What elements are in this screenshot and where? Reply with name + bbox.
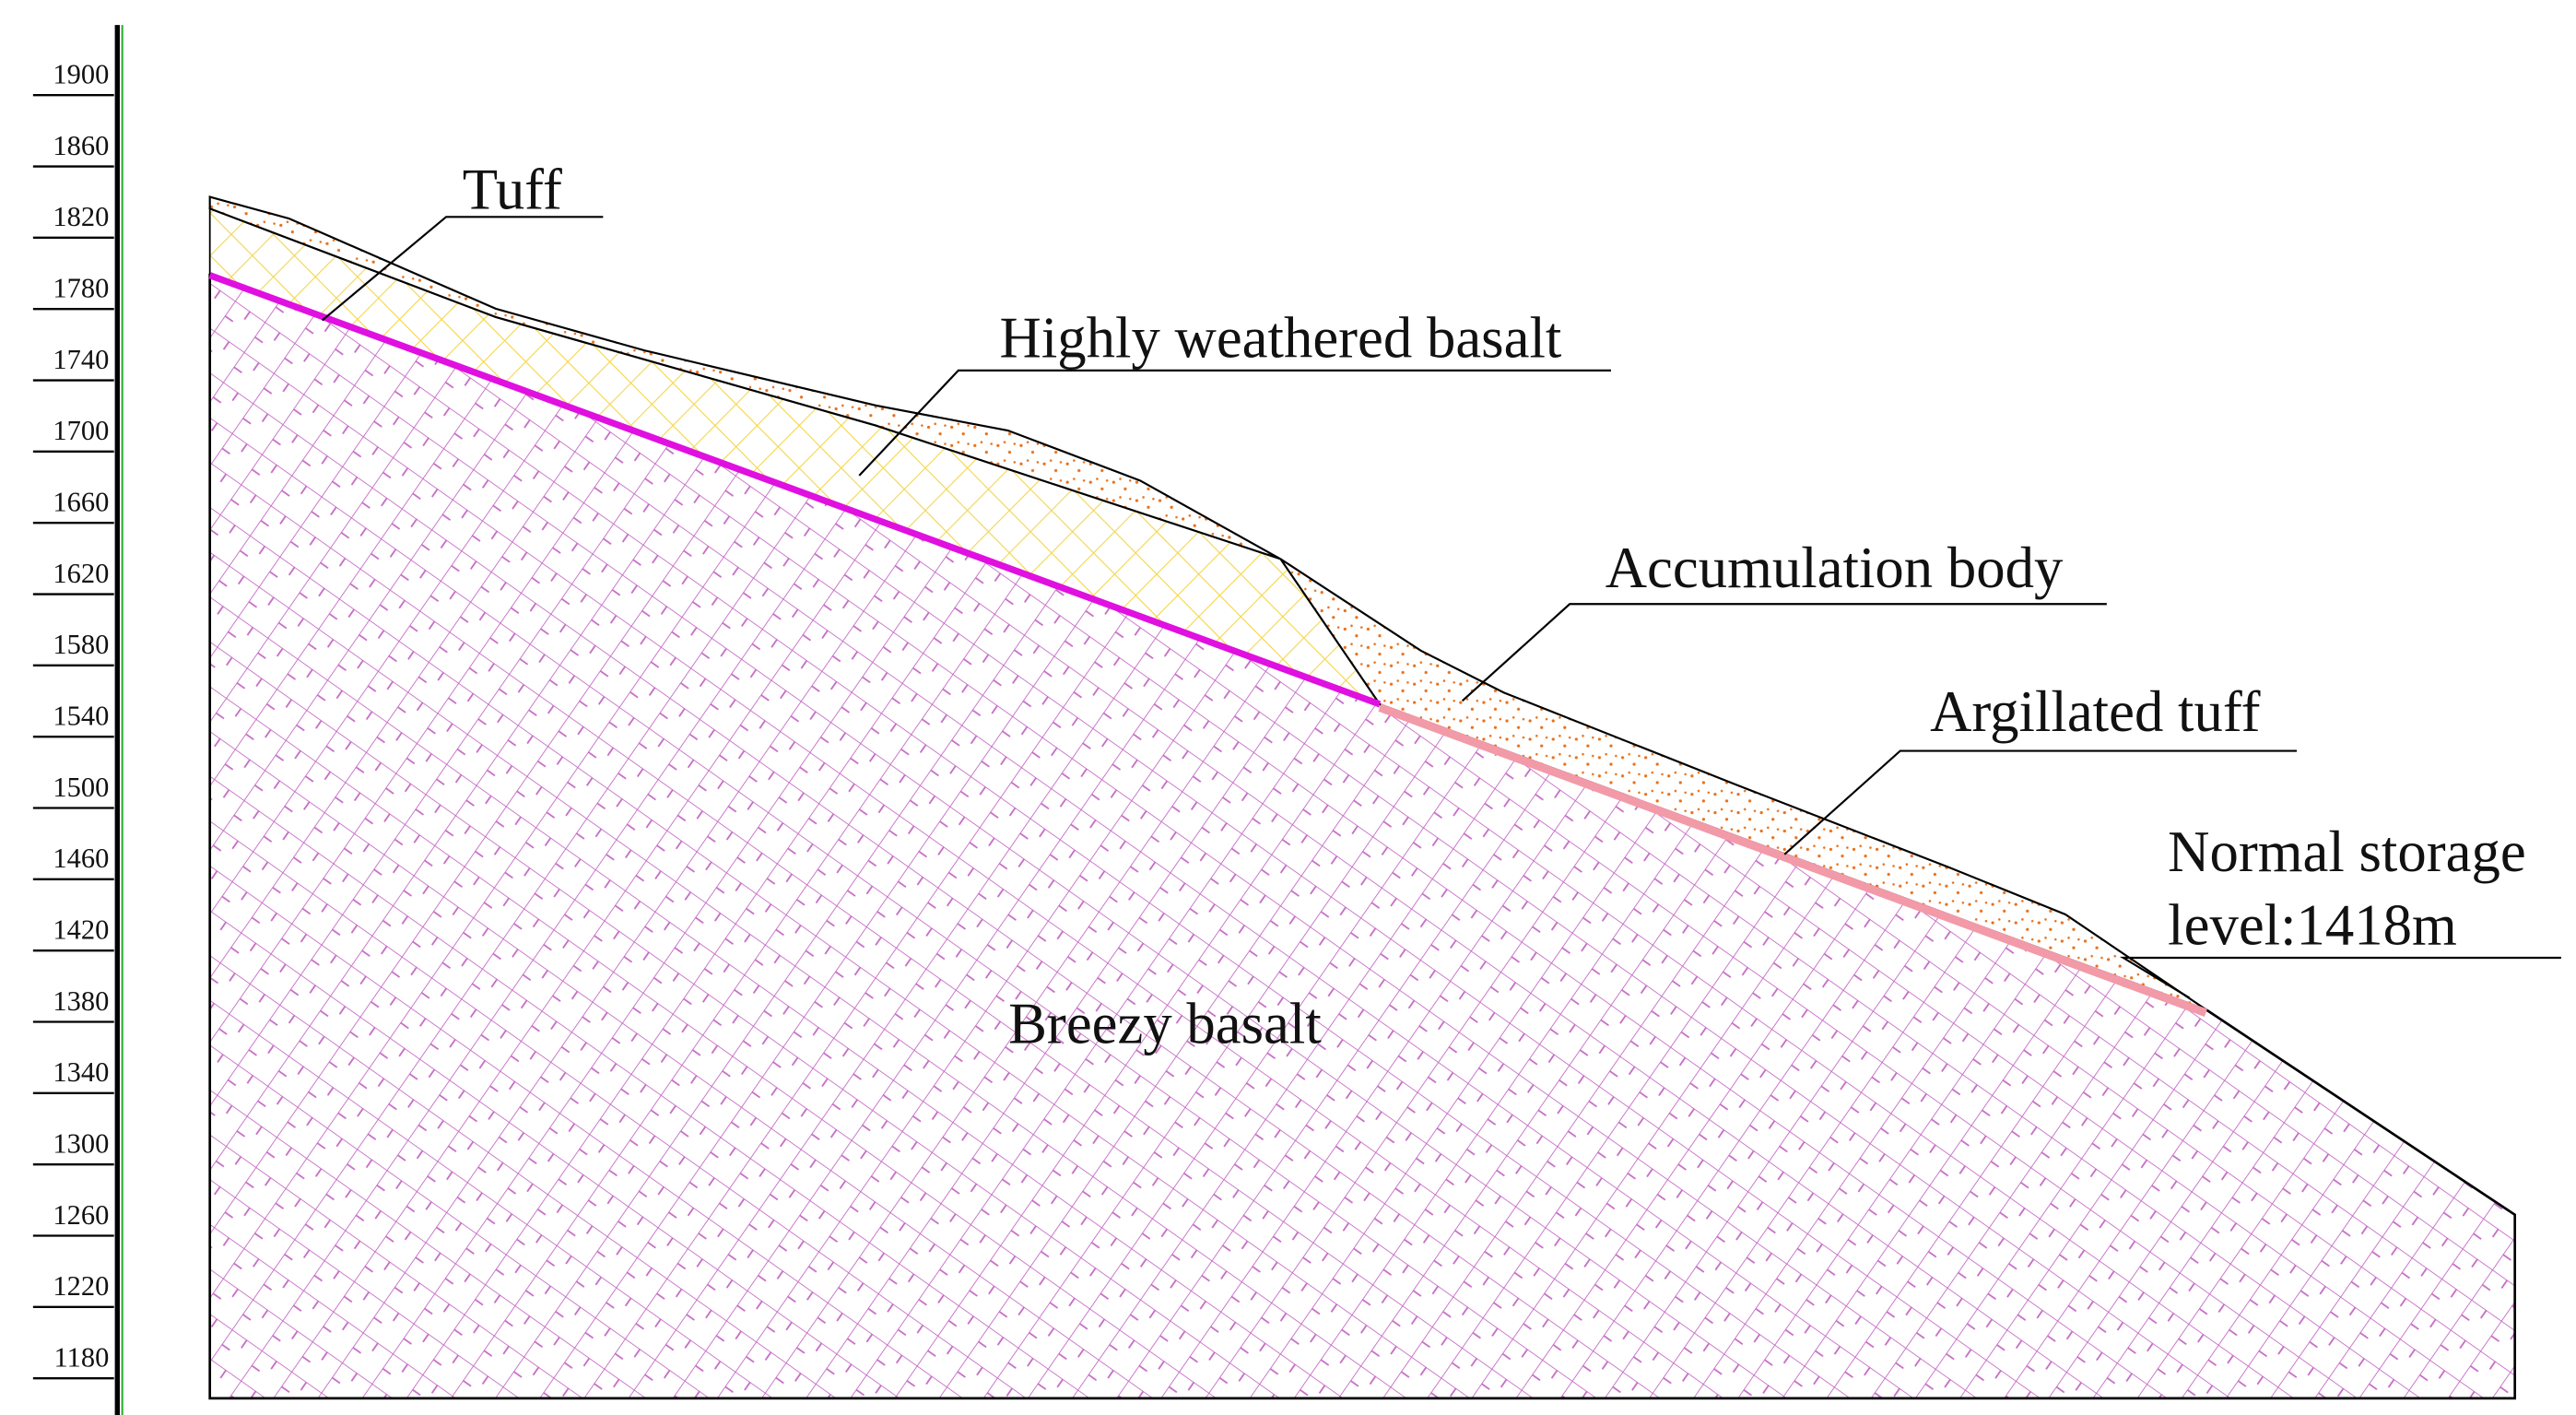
- label: level:1418m: [2168, 892, 2457, 957]
- tick-label: 1580: [53, 629, 109, 660]
- leaders: [321, 216, 2561, 999]
- elevation-scale: 1900 1860 1820 1780 1740 1700 1660 1620 1580 1540…: [32, 58, 114, 1380]
- tick-label: 1700: [53, 415, 109, 446]
- tick-label: 1220: [53, 1270, 109, 1302]
- argillated-tuff-band: [1378, 703, 2207, 1018]
- tick-label: 1260: [53, 1199, 109, 1231]
- weathered-basalt-zone: [208, 195, 1281, 560]
- tick-label: 1340: [53, 1056, 109, 1088]
- tick-label: 1780: [53, 272, 109, 303]
- tick-label: 1380: [53, 985, 109, 1017]
- tick-label: 1300: [53, 1127, 109, 1159]
- tick-label: 1540: [53, 700, 109, 731]
- tick-label: 1900: [53, 58, 109, 89]
- label: Breezy basalt: [1008, 991, 1322, 1055]
- label: Tuff: [463, 157, 562, 221]
- tick-label: 1860: [53, 130, 109, 161]
- tick-label: 1740: [53, 344, 109, 375]
- tick-label: 1460: [53, 843, 109, 874]
- tick-label: 1180: [54, 1341, 110, 1373]
- label: Highly weathered basalt: [1000, 305, 1562, 370]
- tick-label: 1500: [53, 772, 109, 803]
- tick-label: 1820: [53, 201, 109, 232]
- tuff-base: [208, 272, 1382, 708]
- tick-label: 1660: [53, 486, 109, 517]
- label: Normal storage: [2168, 820, 2526, 884]
- label: Accumulation body: [1606, 536, 2064, 600]
- label: Argillated tuff: [1930, 679, 2260, 744]
- tick-label: 1420: [53, 914, 109, 945]
- tick-label: 1620: [53, 558, 109, 589]
